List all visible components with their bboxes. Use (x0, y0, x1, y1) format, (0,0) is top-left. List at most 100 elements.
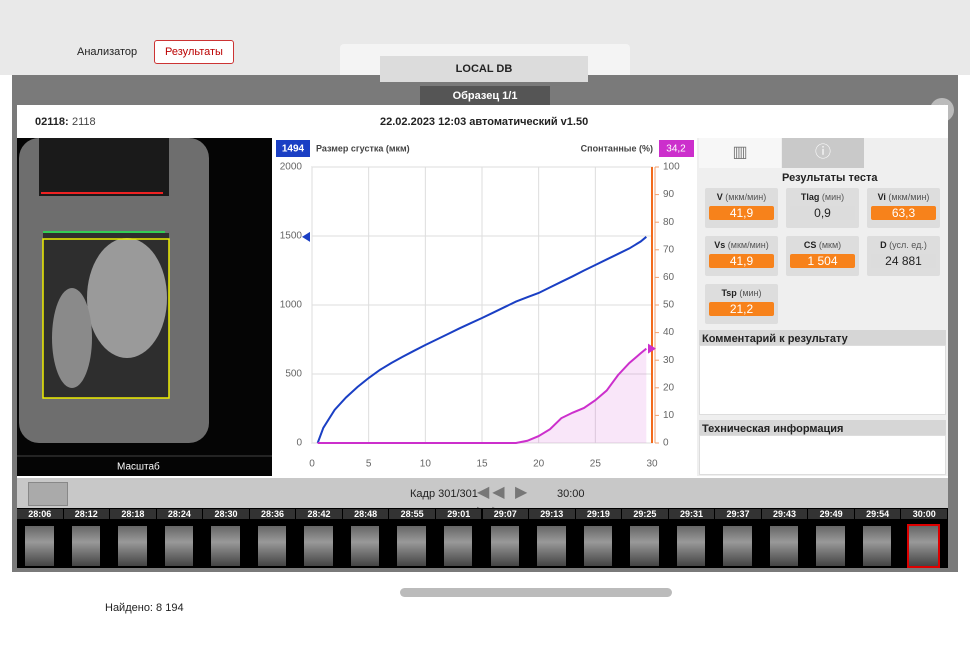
tile-name: Tsp (721, 288, 737, 298)
tile-unit: (мин) (821, 192, 845, 202)
thumbnail[interactable] (769, 526, 799, 566)
thumbnail[interactable] (583, 526, 613, 566)
thumb-time: 28:55 (389, 509, 435, 519)
result-tile: V (мкм/мин) 41,9 (705, 188, 778, 228)
x-tick-label: 0 (309, 459, 315, 470)
scrollbar[interactable] (400, 588, 672, 597)
tab[interactable]: Анализатор (77, 46, 138, 58)
tile-label: Vs (мкм/мин) (705, 240, 778, 250)
video-frame: Масштаб (17, 138, 272, 476)
tile-unit: (усл. ед.) (889, 240, 927, 250)
thumbnail[interactable] (118, 526, 147, 566)
legend-label: Спонтанные (%) (581, 143, 653, 153)
thumbnail[interactable] (304, 526, 333, 566)
sample-id: 02118: (35, 116, 69, 128)
thumbnail[interactable] (164, 526, 194, 566)
thumb-time: 29:54 (854, 509, 901, 519)
y-tick-label: 2000 (280, 162, 303, 173)
series-line (317, 347, 647, 444)
thumb-time: 28:18 (110, 509, 156, 519)
y2-tick-label: 40 (663, 327, 675, 338)
thumbnail[interactable] (71, 526, 101, 566)
tab-active[interactable]: Результаты (154, 40, 234, 64)
tile-value: 1 504 (790, 254, 855, 268)
tile-value: 41,9 (709, 254, 774, 268)
section-title: Комментарий к результату (699, 330, 946, 348)
thumbnail[interactable] (630, 526, 659, 566)
tile-unit: (мкм/мин) (888, 192, 930, 202)
result-tile: Tsp (мин) 21,2 (705, 284, 778, 324)
thumbnail[interactable] (907, 524, 940, 568)
value-badge (659, 140, 694, 157)
thumbnail[interactable] (676, 526, 706, 566)
thumbnail[interactable] (350, 526, 380, 566)
found-count: Найдено: 8 194 (105, 602, 184, 614)
thumb-time: 28:30 (203, 509, 249, 519)
tile-value: 41,9 (709, 206, 774, 220)
scale-label[interactable]: Масштаб (117, 461, 160, 473)
tile-unit: (мкм/мин) (727, 240, 769, 250)
tile-name: Vi (877, 192, 886, 202)
db-selector[interactable]: LOCAL DB (380, 56, 588, 82)
y2-tick-label: 60 (663, 272, 675, 283)
thumbnail[interactable] (25, 526, 54, 566)
tile-name: V (716, 192, 723, 202)
y2-tick-label: 0 (663, 438, 669, 449)
thumbnail[interactable] (816, 526, 845, 566)
thumbnail[interactable] (862, 526, 892, 566)
thumb-time: 29:49 (808, 509, 854, 519)
thumbnail[interactable] (443, 526, 473, 566)
chart: 0 500 1000 1500 2000 0 5 10 15 20 25 30 0 10 20 30 40 50 6… (276, 140, 694, 470)
save-button[interactable] (28, 482, 68, 506)
thumb-time: 29:07 (482, 509, 529, 519)
tile-unit: (мкм) (818, 240, 842, 250)
thumbnail[interactable] (211, 526, 240, 566)
result-tile: CS (мкм) 1 504 (786, 236, 859, 276)
tile-label: Vi (мкм/мин) (867, 192, 940, 202)
thumbnail[interactable] (257, 526, 287, 566)
y-tick-label: 0 (296, 438, 302, 449)
tile-value: 24 881 (871, 254, 936, 268)
thumb-time: 29:01 (435, 509, 482, 519)
x-tick-label: 10 (420, 459, 432, 470)
info-tab[interactable]: ⓘ (782, 138, 864, 168)
sample-nav[interactable]: Образец 1/1 (420, 86, 550, 106)
thumb-time: 28:36 (249, 509, 296, 519)
thumbnail[interactable] (397, 526, 426, 566)
y-tick-label: 500 (285, 369, 302, 380)
axis-marker (302, 231, 310, 242)
results-title: Результаты теста (782, 172, 878, 184)
y2-tick-label: 30 (663, 355, 675, 366)
tile-name: Tlag (800, 192, 820, 202)
thumb-time: 29:43 (761, 509, 808, 519)
thumb-time: 28:42 (296, 509, 342, 519)
tile-unit: (мин) (739, 288, 762, 298)
y-tick-label: 1000 (280, 300, 303, 311)
x-tick-label: 5 (366, 459, 372, 470)
sample-value[interactable]: 2118 (72, 116, 96, 128)
comment-box[interactable] (699, 345, 946, 415)
tile-label: Tlag (мин) (786, 192, 859, 202)
playback-controls[interactable]: ◀◀ ▶ ▶▶ (477, 484, 531, 521)
thumbnail[interactable] (490, 526, 520, 566)
thumbnail[interactable] (537, 526, 566, 566)
thumbnail[interactable] (723, 526, 752, 566)
chart-tab[interactable]: ▥ (699, 138, 781, 168)
tile-label: Tsp (мин) (705, 288, 778, 298)
tech-box (699, 435, 946, 475)
section-title: Техническая информация (699, 420, 946, 438)
tile-label: V (мкм/мин) (705, 192, 778, 202)
thumb-time: 28:12 (63, 509, 110, 519)
tile-value: 21,2 (709, 302, 774, 316)
value-badge-label: 1494 (282, 144, 305, 155)
legend-label: Размер сгустка (мкм) (316, 143, 410, 153)
dialog-title[interactable]: 22.02.2023 12:03 автоматический v1.50 (380, 116, 589, 128)
thumb-time: 29:31 (668, 509, 715, 519)
tile-value: 63,3 (871, 206, 936, 220)
time-label: 30:00 (557, 488, 585, 500)
tile-value: 0,9 (790, 206, 855, 220)
toolbar (17, 478, 948, 508)
result-tile: Vi (мкм/мин) 63,3 (867, 188, 940, 228)
value-badge-label: 34,2 (666, 144, 686, 155)
